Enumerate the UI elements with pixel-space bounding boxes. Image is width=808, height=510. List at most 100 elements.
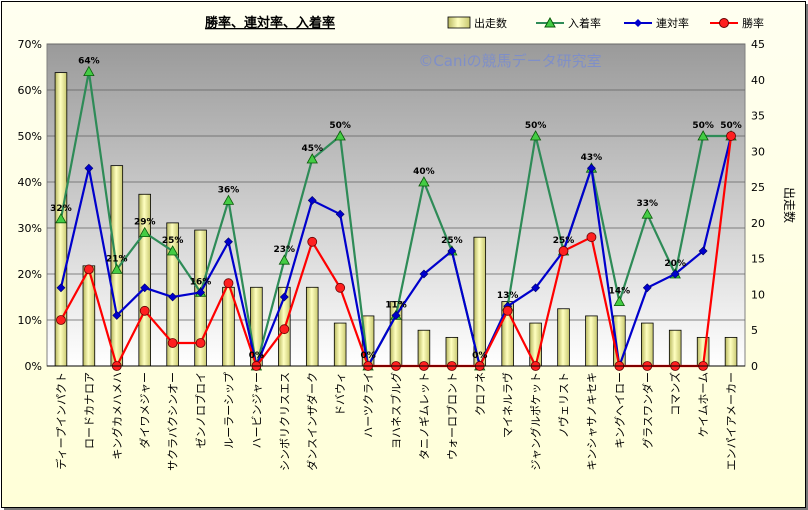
- left-tick-label: 30%: [18, 222, 42, 235]
- category-label: クロフネ: [474, 372, 487, 416]
- point-marker: [502, 305, 513, 316]
- point-marker: [223, 278, 234, 289]
- left-tick-label: 0%: [25, 360, 42, 373]
- category-label: ゼンノロブロイ: [194, 372, 208, 448]
- data-label: 16%: [190, 277, 212, 287]
- right-tick-label: 40: [751, 74, 765, 87]
- point-marker: [279, 292, 289, 302]
- point-marker: [83, 65, 95, 76]
- legend-swatch: [447, 16, 471, 29]
- point-marker: [222, 194, 235, 205]
- point-marker: [56, 283, 66, 293]
- point-marker: [391, 310, 401, 320]
- bar: [668, 329, 682, 367]
- point-marker: [112, 310, 122, 320]
- point-marker: [529, 130, 542, 141]
- point-marker: [670, 269, 680, 279]
- data-label: 50%: [720, 121, 742, 131]
- data-label: 21%: [106, 254, 128, 264]
- data-label: 32%: [50, 204, 72, 214]
- data-label: 0%: [360, 351, 375, 361]
- data-label: 25%: [441, 236, 463, 246]
- point-marker: [166, 245, 179, 256]
- category-label: ジャングルポケット: [529, 372, 543, 470]
- bar: [641, 322, 654, 367]
- point-marker: [587, 163, 596, 173]
- point-marker: [447, 246, 457, 256]
- point-marker: [195, 338, 206, 348]
- point-marker: [55, 212, 67, 224]
- category-label: ダンスインザダーク: [305, 372, 319, 471]
- data-label: 0%: [472, 351, 487, 361]
- point-marker: [558, 246, 569, 256]
- right-tick-label: 10: [751, 288, 765, 301]
- data-label: 20%: [664, 259, 686, 269]
- legend: 出走数 入着率 連対率 勝率: [447, 16, 764, 30]
- point-marker: [278, 254, 290, 265]
- point-marker: [56, 315, 66, 325]
- point-marker: [697, 130, 709, 141]
- bar: [585, 315, 598, 367]
- point-marker: [642, 283, 652, 293]
- bar: [417, 329, 431, 367]
- left-tick-label: 40%: [18, 176, 42, 189]
- data-label: 25%: [553, 236, 575, 246]
- data-label: 50%: [692, 121, 714, 131]
- right-axis-label: 出走数: [782, 187, 797, 223]
- data-label: 64%: [78, 57, 100, 67]
- bar: [333, 322, 347, 367]
- point-marker: [335, 282, 346, 293]
- left-tick-label: 20%: [18, 268, 42, 281]
- bar: [557, 308, 570, 367]
- right-tick-label: 5: [751, 324, 758, 337]
- point-marker: [726, 131, 736, 141]
- category-label: ロードカナロア: [83, 372, 96, 449]
- data-label: 25%: [162, 236, 184, 246]
- category-label: エンパイアメーカー: [725, 372, 738, 470]
- data-label: 40%: [413, 167, 435, 177]
- right-tick-label: 45: [751, 38, 765, 51]
- data-label: 43%: [581, 153, 603, 163]
- data-label: 33%: [637, 199, 659, 209]
- category-label: ハービンジャー: [250, 372, 263, 448]
- point-marker: [168, 292, 178, 302]
- right-tick-label: 0: [751, 360, 758, 373]
- category-label: ハーツクライ: [362, 372, 375, 438]
- right-tick-label: 30: [751, 145, 765, 158]
- point-marker: [613, 295, 626, 307]
- point-marker: [84, 163, 94, 173]
- category-label: ダイワメジャー: [138, 372, 152, 448]
- category-label: ウォーロブロント: [445, 372, 459, 460]
- category-label: マイネルラヴ: [501, 372, 515, 438]
- left-tick-label: 60%: [18, 84, 42, 97]
- left-tick-label: 70%: [18, 38, 42, 51]
- bar: [222, 286, 235, 367]
- category-label: コマンズ: [668, 372, 682, 416]
- point-marker: [531, 283, 541, 293]
- category-label: ディープインパクト: [54, 372, 68, 470]
- legend-marker: [544, 16, 556, 28]
- data-label: 36%: [218, 185, 240, 195]
- point-marker: [167, 338, 178, 348]
- category-label: ドバウィ: [334, 372, 347, 416]
- data-label: 50%: [329, 121, 351, 131]
- point-marker: [419, 269, 429, 279]
- point-marker: [418, 176, 430, 187]
- point-marker: [335, 209, 345, 219]
- right-tick-label: 25: [751, 181, 765, 194]
- right-tick-label: 35: [751, 110, 765, 123]
- point-marker: [224, 237, 233, 247]
- point-marker: [698, 246, 708, 256]
- data-label: 29%: [134, 218, 156, 228]
- category-label: キンシャサノキセキ: [585, 372, 598, 470]
- category-label: シンボリクリスエス: [278, 372, 291, 471]
- legend-label: 出走数: [474, 16, 507, 30]
- legend-label: 入着率: [568, 16, 601, 30]
- left-tick-label: 50%: [18, 130, 42, 143]
- data-label: 23%: [274, 245, 296, 255]
- category-label: タニノギムレット: [418, 372, 431, 460]
- point-marker: [334, 130, 346, 141]
- right-tick-label: 20: [751, 217, 765, 230]
